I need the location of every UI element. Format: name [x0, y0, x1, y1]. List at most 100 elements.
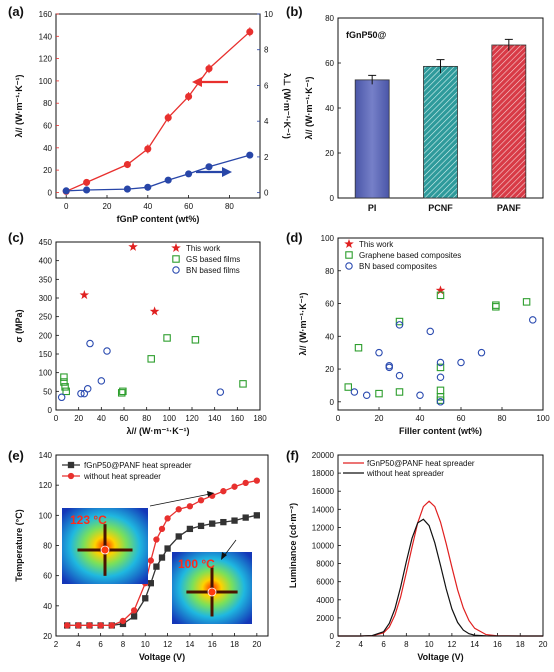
legend-label: fGnP50@PANF heat spreader [84, 461, 192, 470]
x-tick-label: 6 [98, 640, 103, 649]
x-tick-label: 80 [142, 414, 151, 423]
data-point [75, 622, 82, 629]
panel-label-b: (b) [286, 4, 303, 19]
panel-d-chart: 0 20 40 60 80 100 0 20 40 60 80 100 Filler content (… [298, 234, 550, 436]
x-axis-label: Voltage (V) [139, 652, 185, 662]
data-point [57, 393, 66, 402]
data-point [395, 317, 404, 326]
data-point [395, 371, 404, 380]
x-tick-label: 12 [163, 640, 172, 649]
y2-axis-label: λ⊥ (W·m⁻¹·K⁻¹) [282, 73, 292, 139]
data-point [80, 389, 89, 398]
y-tick-label: 0 [48, 406, 53, 415]
legend-label: without heat spreader [83, 472, 161, 481]
y2-tick-label: 6 [264, 81, 269, 90]
y-axis-label: Luminance (cd·m⁻²) [288, 503, 298, 588]
data-point [83, 186, 91, 194]
plot-frame [55, 241, 261, 411]
x-tick-label: 20 [539, 640, 548, 649]
bar-pcnf [423, 65, 458, 199]
data-point [395, 388, 404, 396]
legend-label: fGnP50@PANF heat spreader [367, 459, 475, 468]
arrow-left-head [192, 77, 202, 87]
bar-pi [354, 79, 390, 199]
bar-panf [491, 44, 527, 199]
x-tick-label: 20 [74, 414, 83, 423]
plot-frame [337, 454, 544, 637]
x-tick-label: 14 [470, 640, 479, 649]
y-tick-label: 400 [39, 257, 53, 266]
y-tick-label: 20 [325, 149, 334, 158]
x-tick-label: 40 [416, 414, 425, 423]
y-tick-label: 450 [39, 238, 53, 247]
chart-title: fGnP50@ [346, 30, 387, 40]
data-point [175, 506, 182, 513]
callout-arrow-head [221, 552, 227, 560]
y-tick-label: 250 [39, 313, 53, 322]
x-tick-label: 18 [230, 640, 239, 649]
legend-marker [344, 239, 354, 248]
y-tick-label: 300 [39, 294, 53, 303]
data-point [197, 522, 205, 530]
y-tick-label: 60 [325, 300, 334, 309]
y-tick-label: 8000 [316, 560, 334, 569]
x-tick-label: 2 [54, 640, 59, 649]
data-point [375, 348, 383, 357]
y-tick-label: 80 [43, 99, 52, 108]
x-tick-label: 60 [457, 414, 466, 423]
temperature-annotation: 100 °C [178, 557, 215, 571]
data-point [185, 170, 193, 178]
data-point [158, 525, 166, 533]
temperature-annotation: 123 °C [70, 513, 107, 527]
y-axis-label: σ (MPa) [14, 309, 24, 342]
data-point [83, 178, 91, 186]
panel-c-chart: 0 20 40 60 80 100 120 140 160 180 0 50 100 150 200 250 3… [14, 238, 267, 436]
data-point [457, 358, 465, 367]
y-tick-label: 160 [39, 10, 53, 19]
data-point [60, 378, 68, 386]
x-tick-label: 10 [141, 640, 150, 649]
series-line [338, 518, 543, 637]
y-tick-label: 2000 [316, 614, 334, 623]
y-tick-label: 50 [43, 387, 52, 396]
y-tick-label: 14000 [312, 505, 335, 514]
y-tick-label: 200 [39, 331, 53, 340]
y-axis-label: λ// (W·m⁻¹·K⁻¹) [14, 75, 24, 138]
data-point [436, 386, 445, 395]
x-tick-label: PANF [497, 203, 521, 213]
legend-marker [67, 472, 75, 480]
x-axis-label: λ// (W·m⁻¹·K⁻¹) [127, 426, 190, 436]
y-tick-label: 140 [39, 451, 53, 460]
panel-label-c: (c) [8, 230, 24, 245]
data-point [86, 339, 94, 348]
data-point [164, 176, 172, 184]
y-tick-label: 80 [43, 542, 52, 551]
y-tick-label: 80 [325, 14, 334, 23]
x-tick-label: 120 [185, 414, 199, 423]
data-point [436, 291, 445, 300]
legend-label: Graphene based composites [359, 251, 461, 260]
data-point [142, 595, 149, 602]
panel-label-a: (a) [8, 4, 24, 19]
y-tick-label: 20 [325, 365, 334, 374]
y-tick-label: 60 [43, 122, 52, 131]
series-line [65, 31, 251, 192]
callout-arrow-line [149, 493, 211, 507]
data-point [205, 163, 213, 171]
y-tick-label: 20000 [312, 451, 335, 460]
data-point [117, 389, 126, 397]
data-point [246, 28, 254, 36]
data-point [163, 334, 171, 342]
data-point [191, 336, 200, 344]
x-tick-label: 140 [208, 414, 222, 423]
data-point [362, 391, 371, 400]
data-point [130, 607, 138, 614]
y-tick-label: 12000 [312, 523, 335, 532]
data-point [436, 373, 445, 381]
data-point [62, 387, 70, 396]
data-point [209, 520, 216, 527]
x-axis-label: fGnP content (wt%) [117, 214, 200, 224]
x-tick-label: 18 [516, 640, 525, 649]
data-point [130, 613, 138, 620]
